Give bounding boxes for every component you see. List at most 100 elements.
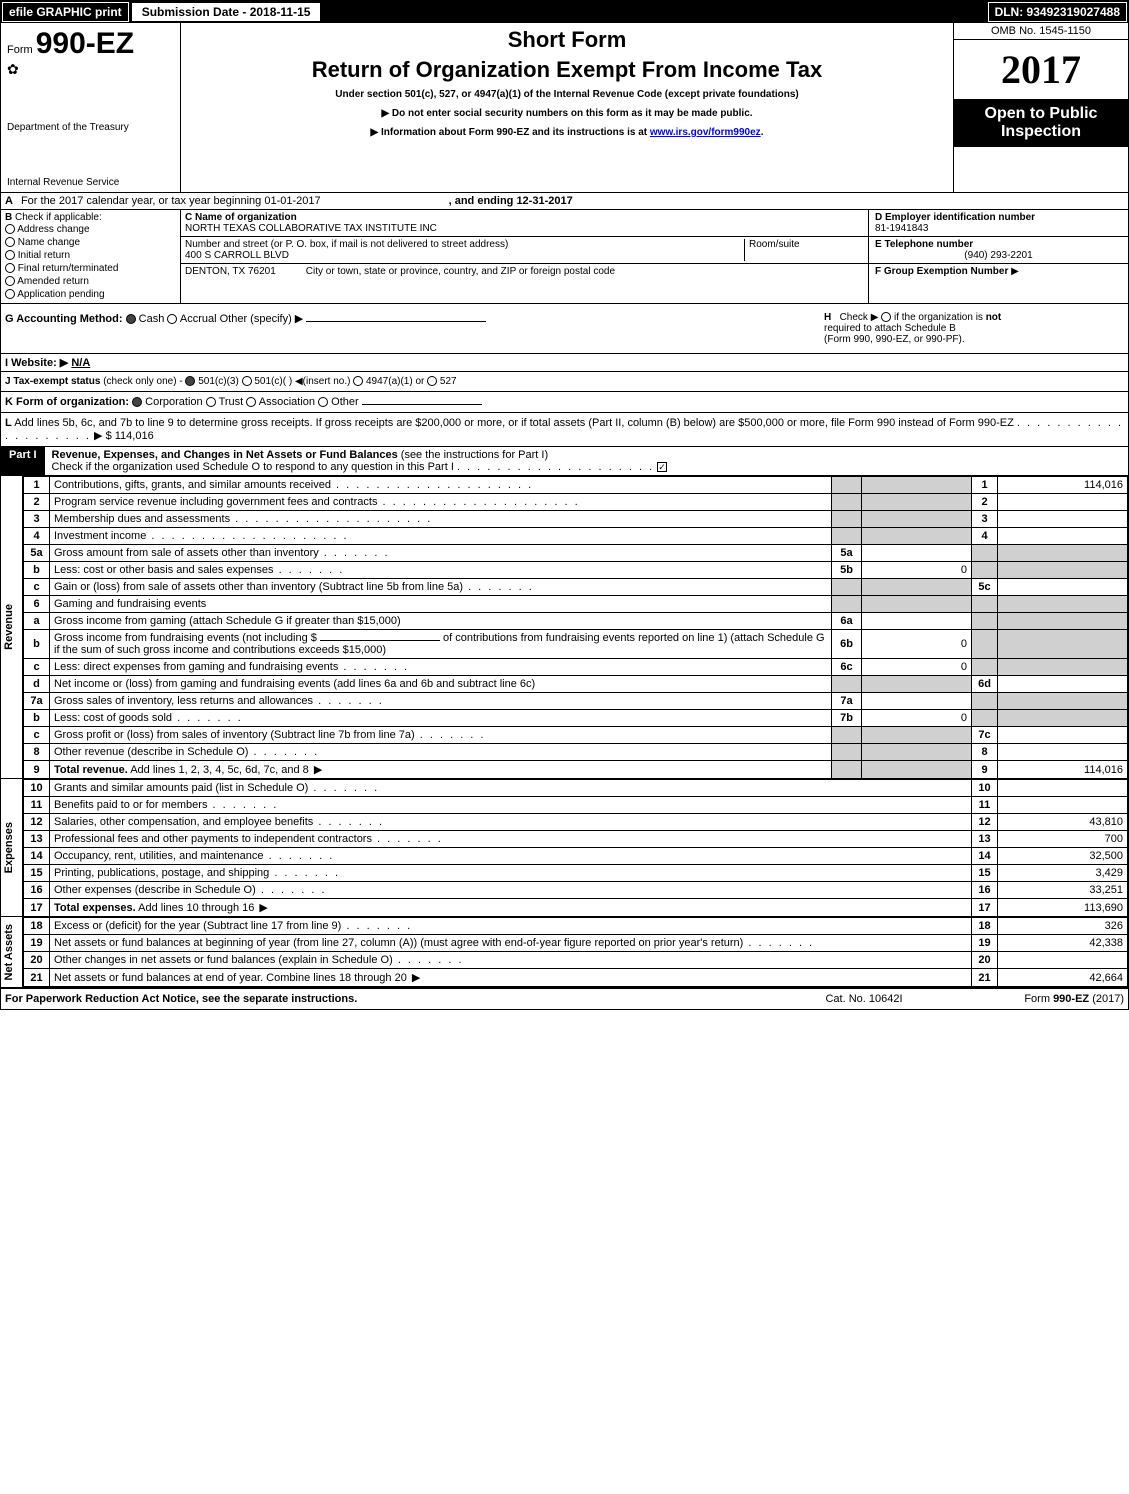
dln-badge: DLN: 93492319027488 — [988, 2, 1127, 22]
part-title-bold: Revenue, Expenses, and Changes in Net As… — [52, 449, 398, 461]
schedule-o-checkbox[interactable] — [657, 462, 667, 472]
l-text: Add lines 5b, 6c, and 7b to line 9 to de… — [14, 417, 1014, 429]
expenses-side-label: Expenses — [1, 779, 23, 917]
seal-icon: ✿ — [7, 61, 174, 78]
part-chk-text: Check if the organization used Schedule … — [52, 461, 454, 473]
line-6: 6 Gaming and fundraising events — [24, 596, 1128, 613]
chk-initial-return[interactable]: Initial return — [5, 249, 176, 262]
org-addr-label: Number and street (or P. O. box, if mail… — [185, 239, 744, 250]
j-sub: (check only one) - — [103, 376, 182, 387]
chk-application-pending[interactable]: Application pending — [5, 288, 176, 301]
k-other-line — [362, 404, 482, 405]
line-19: 19 Net assets or fund balances at beginn… — [24, 935, 1128, 952]
blank-line — [320, 640, 440, 641]
line-18: 18 Excess or (deficit) for the year (Sub… — [24, 918, 1128, 935]
section-g-h: G Accounting Method: Cash Accrual Other … — [1, 304, 1128, 354]
section-b: B Check if applicable: Address change Na… — [1, 210, 181, 303]
line-1: 1 Contributions, gifts, grants, and simi… — [24, 477, 1128, 494]
org-name: NORTH TEXAS COLLABORATIVE TAX INSTITUTE … — [185, 223, 864, 234]
tax-year: 2017 — [954, 40, 1128, 99]
k-assoc[interactable]: Association — [246, 396, 315, 408]
open-line1: Open to Public — [958, 105, 1124, 123]
org-addr-row: Number and street (or P. O. box, if mail… — [181, 237, 868, 264]
org-city: DENTON, TX 76201 — [185, 266, 276, 277]
i-label: I Website: ▶ — [5, 357, 68, 369]
g-cash[interactable]: Cash — [126, 313, 165, 325]
dept-treasury: Department of the Treasury — [7, 122, 174, 133]
l-arrow: ▶ — [94, 430, 102, 442]
h-checkbox[interactable] — [881, 312, 891, 322]
phone-value: (940) 293-2201 — [875, 250, 1122, 261]
submission-date: Submission Date - 2018-11-15 — [131, 2, 322, 22]
k-other[interactable]: Other — [318, 396, 359, 408]
h-txt2: if the organization is — [894, 312, 983, 323]
line-11: 11 Benefits paid to or for members 11 — [24, 797, 1128, 814]
form-prefix: Form — [7, 44, 33, 56]
line-6c: c Less: direct expenses from gaming and … — [24, 659, 1128, 676]
g-other-line — [306, 321, 486, 322]
j-527[interactable]: 527 — [427, 376, 456, 387]
part-title: Revenue, Expenses, and Changes in Net As… — [46, 447, 1128, 475]
part-title-sub: (see the instructions for Part I) — [401, 449, 548, 461]
h-txt4: (Form 990, 990-EZ, or 990-PF). — [824, 334, 965, 345]
line-10: 10 Grants and similar amounts paid (list… — [24, 780, 1128, 797]
footer-cat: Cat. No. 10642I — [764, 993, 964, 1005]
top-bar: efile GRAPHIC print Submission Date - 20… — [1, 1, 1128, 23]
chk-name-change[interactable]: Name change — [5, 236, 176, 249]
net-assets-rows: 18 Excess or (deficit) for the year (Sub… — [23, 917, 1128, 987]
org-name-row: C Name of organization NORTH TEXAS COLLA… — [181, 210, 868, 237]
group-exemption-cell: F Group Exemption Number ▶ — [869, 264, 1128, 279]
header-mid: Short Form Return of Organization Exempt… — [181, 23, 953, 192]
phone-label: E Telephone number — [875, 239, 1122, 250]
net-assets-block: Net Assets 18 Excess or (deficit) for th… — [1, 917, 1128, 987]
header-left: Form 990-EZ ✿ Department of the Treasury… — [1, 23, 181, 192]
j-501c[interactable]: 501(c)( ) ◀(insert no.) — [242, 376, 351, 387]
taxyear-begin: For the 2017 calendar year, or tax year … — [17, 193, 325, 209]
expenses-block: Expenses 10 Grants and similar amounts p… — [1, 779, 1128, 917]
label-b: B — [5, 212, 12, 223]
section-b-through-f: B Check if applicable: Address change Na… — [1, 210, 1128, 304]
form-instructions-link[interactable]: www.irs.gov/form990ez — [650, 127, 761, 138]
b-check-if: Check if applicable: — [15, 212, 102, 223]
dept-irs: Internal Revenue Service — [7, 177, 174, 188]
line-l-gross-receipts: L Add lines 5b, 6c, and 7b to line 9 to … — [1, 413, 1128, 447]
form-number: 990-EZ — [36, 27, 134, 60]
room-suite: Room/suite — [744, 239, 864, 261]
taxyear-end: , and ending 12-31-2017 — [445, 193, 577, 209]
g-label: G Accounting Method: — [5, 313, 123, 325]
chk-final-return[interactable]: Final return/terminated — [5, 262, 176, 275]
line-a-taxyear: A For the 2017 calendar year, or tax yea… — [1, 193, 1128, 210]
revenue-side-label: Revenue — [1, 476, 23, 779]
open-to-public: Open to Public Inspection — [954, 99, 1128, 147]
k-trust[interactable]: Trust — [206, 396, 244, 408]
line-12: 12 Salaries, other compensation, and emp… — [24, 814, 1128, 831]
k-corp[interactable]: Corporation — [132, 396, 203, 408]
label-a: A — [1, 193, 17, 209]
j-4947[interactable]: 4947(a)(1) or — [353, 376, 424, 387]
line-2: 2 Program service revenue including gove… — [24, 494, 1128, 511]
chk-amended-return[interactable]: Amended return — [5, 275, 176, 288]
part-number: Part I — [1, 447, 46, 475]
g-accrual[interactable]: Accrual — [167, 313, 216, 325]
footer-right: Form 990-EZ (2017) — [964, 993, 1124, 1005]
j-501c3[interactable]: 501(c)(3) — [185, 376, 238, 387]
form-subtitle: Under section 501(c), 527, or 4947(a)(1)… — [187, 89, 947, 100]
section-c: C Name of organization NORTH TEXAS COLLA… — [181, 210, 868, 303]
chk-address-change[interactable]: Address change — [5, 223, 176, 236]
note-info: ▶ Information about Form 990-EZ and its … — [187, 127, 947, 138]
ein-label: D Employer identification number — [875, 212, 1122, 223]
line-6a: a Gross income from gaming (attach Sched… — [24, 613, 1128, 630]
h-txt3: required to attach Schedule B — [824, 323, 956, 334]
i-value: N/A — [71, 357, 90, 369]
g-other[interactable]: Other (specify) ▶ — [220, 313, 304, 325]
section-d-e-f: D Employer identification number 81-1941… — [868, 210, 1128, 303]
section-h: H Check ▶ if the organization is not req… — [824, 312, 1124, 345]
form-header: Form 990-EZ ✿ Department of the Treasury… — [1, 23, 1128, 193]
form-title: Return of Organization Exempt From Incom… — [187, 57, 947, 83]
line-7b: b Less: cost of goods sold 7b 0 — [24, 710, 1128, 727]
phone-cell: E Telephone number (940) 293-2201 — [869, 237, 1128, 264]
j-label: J Tax-exempt status — [5, 376, 100, 387]
header-right: OMB No. 1545-1150 2017 Open to Public In… — [953, 23, 1128, 192]
revenue-block: Revenue 1 Contributions, gifts, grants, … — [1, 476, 1128, 779]
org-addr: 400 S CARROLL BLVD — [185, 250, 744, 261]
